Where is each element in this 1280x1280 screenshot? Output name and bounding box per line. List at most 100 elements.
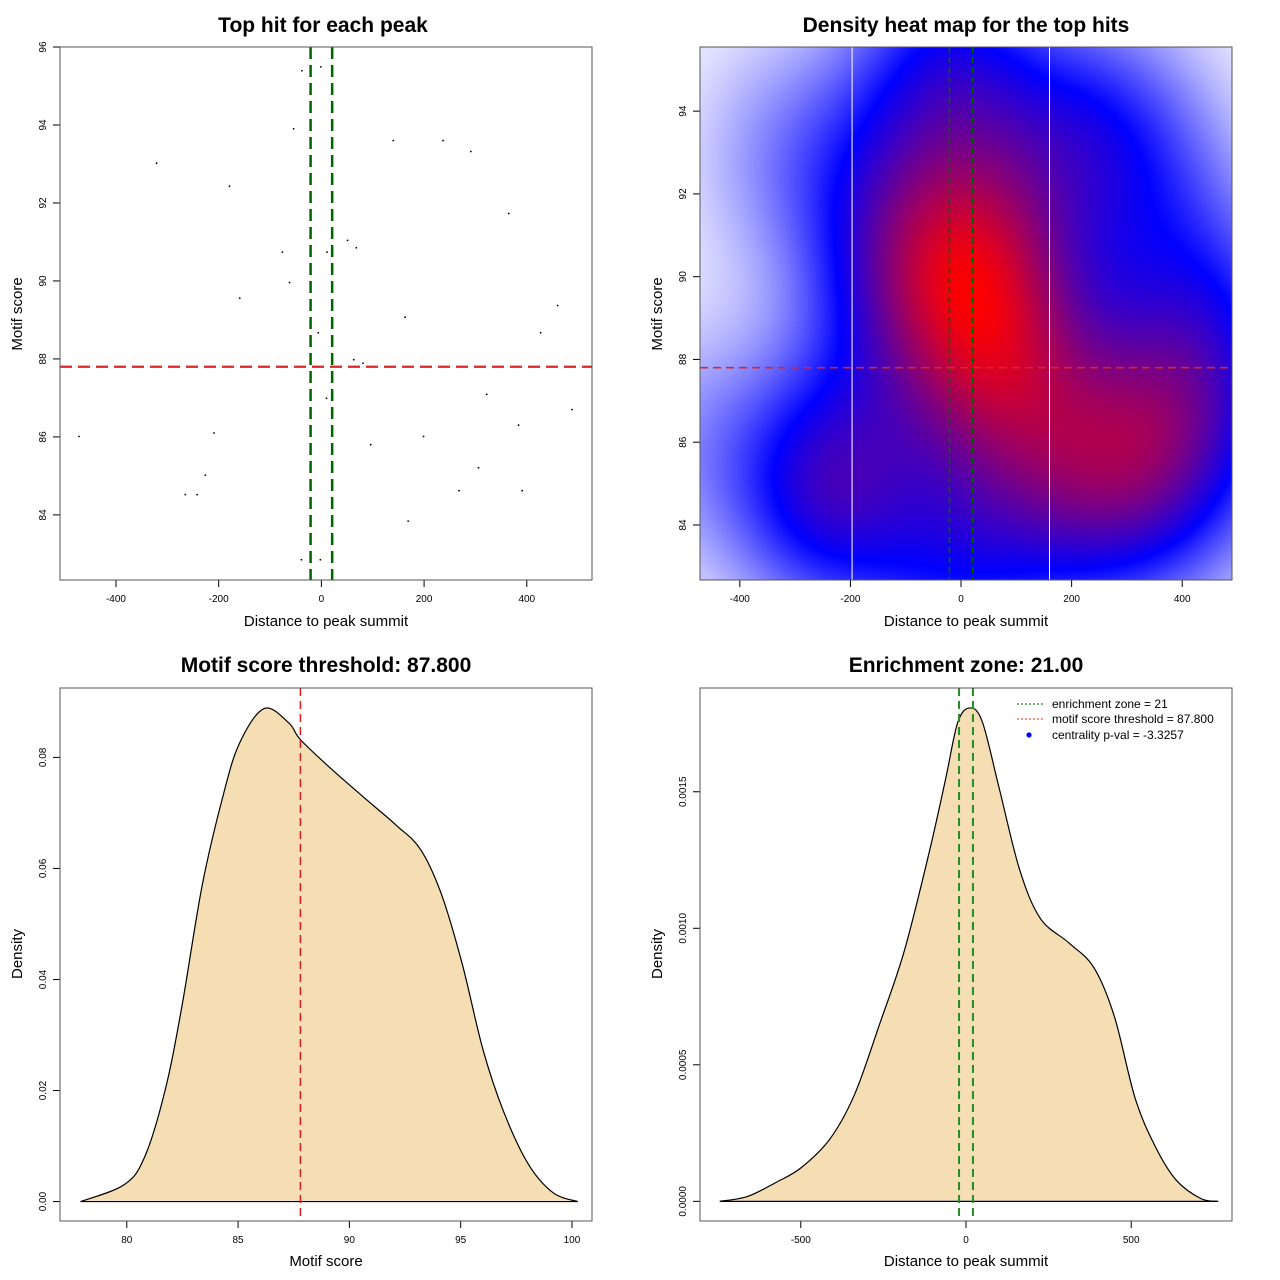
scatter-point xyxy=(155,162,158,165)
density-curve xyxy=(719,707,1219,1202)
y-tick-label: 0.0010 xyxy=(678,913,689,944)
x-axis: -400 -200 0 200 400 xyxy=(730,579,1191,605)
scatter-point xyxy=(442,139,444,142)
y-tick-label: 0.06 xyxy=(38,858,49,878)
x-axis: 80 85 90 95 100 xyxy=(121,1220,581,1246)
y-tick-label: 0.04 xyxy=(38,969,49,989)
y-axis-label: Density xyxy=(9,928,26,979)
density-curve xyxy=(80,707,578,1203)
scatter-point xyxy=(507,212,510,215)
y-axis-label: Motif score xyxy=(649,277,666,350)
scatter-point xyxy=(392,139,395,142)
scatter-point xyxy=(571,408,573,411)
x-axis: -500 0 500 xyxy=(791,1220,1140,1246)
scatter-point xyxy=(319,558,322,561)
scatter-point xyxy=(521,489,524,492)
y-tick-label: 0.08 xyxy=(38,747,49,767)
plot-frame xyxy=(699,687,1233,1222)
scatter-point xyxy=(422,435,425,438)
y-tick-label: 96 xyxy=(38,41,49,53)
scatter-point xyxy=(477,466,480,469)
x-tick-label: -200 xyxy=(209,594,229,605)
scatter-point xyxy=(78,435,80,438)
y-tick-label: 90 xyxy=(678,271,689,283)
y-axis-label: Density xyxy=(649,928,666,979)
y-tick-label: 0.00 xyxy=(38,1191,49,1211)
scatter-point xyxy=(326,251,328,253)
plot-frame xyxy=(59,46,593,581)
plot-frame xyxy=(59,687,593,1222)
y-tick-label: 0.0015 xyxy=(678,776,689,807)
scatter-marks xyxy=(60,47,592,580)
scatter-point xyxy=(556,304,559,307)
scatter-point xyxy=(317,331,320,334)
x-tick-label: -400 xyxy=(730,594,750,605)
y-axis: 84 86 88 90 92 94 96 xyxy=(38,41,61,520)
scatter-point xyxy=(281,251,284,253)
y-tick-label: 88 xyxy=(678,353,689,365)
y-axis: 0.0000 0.0005 0.0010 0.0015 xyxy=(678,776,701,1217)
scatter-point xyxy=(458,489,460,492)
scatter-point xyxy=(407,520,410,523)
y-tick-label: 92 xyxy=(678,188,689,200)
scatter-point xyxy=(539,331,542,334)
density-marks xyxy=(719,688,1219,1221)
scatter-point xyxy=(362,362,364,365)
y-tick-label: 0.02 xyxy=(38,1080,49,1100)
y-tick-label: 90 xyxy=(38,275,49,287)
x-tick-label: 200 xyxy=(1063,594,1080,605)
y-tick-label: 92 xyxy=(38,197,49,209)
y-tick-label: 84 xyxy=(678,519,689,531)
y-tick-label: 0.0005 xyxy=(678,1049,689,1080)
x-tick-label: 100 xyxy=(564,1235,581,1246)
scatter-point xyxy=(404,316,406,319)
legend-label: motif score threshold = 87.800 xyxy=(1052,712,1214,726)
y-tick-label: 88 xyxy=(38,353,49,365)
scatter-point xyxy=(517,424,520,427)
panel-score-density: Motif score threshold: 87.800 Motif scor… xyxy=(9,654,593,1270)
x-axis-label: Distance to peak summit xyxy=(884,1253,1049,1270)
density-area xyxy=(719,707,1219,1202)
x-tick-label: 0 xyxy=(319,594,325,605)
y-axis-label: Motif score xyxy=(9,277,26,350)
y-tick-label: 86 xyxy=(678,436,689,448)
scatter-point xyxy=(352,358,355,361)
scatter-point xyxy=(204,474,207,477)
scatter-point xyxy=(228,185,231,188)
scatter-point xyxy=(213,432,215,434)
x-tick-label: 400 xyxy=(518,594,535,605)
x-tick-label: 95 xyxy=(455,1235,467,1246)
x-tick-label: -200 xyxy=(840,594,860,605)
panel-heatmap: Density heat map for the top hits Distan… xyxy=(649,14,1233,630)
x-axis-label: Distance to peak summit xyxy=(884,613,1049,630)
scatter-point xyxy=(319,65,322,68)
x-axis: -400 -200 0 200 400 xyxy=(106,579,536,605)
density-area xyxy=(80,707,578,1202)
x-tick-label: 85 xyxy=(233,1235,245,1246)
scatter-point xyxy=(196,493,199,496)
panel-distance-density: Enrichment zone: 21.00 Distance to peak … xyxy=(649,654,1233,1270)
x-tick-label: -400 xyxy=(106,594,126,605)
legend-label: centrality p-val = -3.3257 xyxy=(1052,728,1184,742)
heatmap-overlays xyxy=(700,47,1232,580)
y-tick-label: 0.0000 xyxy=(678,1186,689,1217)
x-tick-label: -500 xyxy=(791,1235,811,1246)
y-tick-label: 86 xyxy=(38,431,49,443)
scatter-point xyxy=(485,393,488,396)
plot-frame xyxy=(699,46,1233,581)
scatter-point xyxy=(355,246,358,249)
scatter-point xyxy=(346,239,349,242)
scatter-point xyxy=(469,150,472,153)
scatter-point xyxy=(292,127,295,130)
scatter-point xyxy=(288,281,291,284)
x-tick-label: 0 xyxy=(958,594,964,605)
y-axis: 84 86 88 90 92 94 xyxy=(678,105,701,531)
x-tick-label: 500 xyxy=(1123,1235,1140,1246)
scatter-point xyxy=(369,443,372,446)
legend-label: enrichment zone = 21 xyxy=(1052,697,1168,711)
chart-title: Motif score threshold: 87.800 xyxy=(181,654,472,677)
legend: enrichment zone = 21 motif score thresho… xyxy=(1017,697,1214,742)
scatter-point xyxy=(300,69,303,72)
x-tick-label: 90 xyxy=(344,1235,356,1246)
